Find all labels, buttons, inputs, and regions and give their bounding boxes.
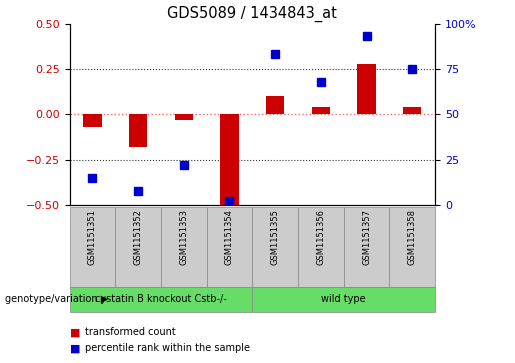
Bar [129,114,147,147]
Text: ■: ■ [70,343,80,354]
Bar [266,96,284,114]
Bar [312,107,330,114]
Text: ■: ■ [70,327,80,337]
Title: GDS5089 / 1434843_at: GDS5089 / 1434843_at [167,6,337,22]
Text: GSM1151358: GSM1151358 [408,209,417,265]
Text: transformed count: transformed count [85,327,176,337]
Text: GSM1151357: GSM1151357 [362,209,371,265]
Text: wild type: wild type [321,294,366,305]
Text: genotype/variation ▶: genotype/variation ▶ [5,294,108,305]
Bar [220,114,238,205]
Text: GSM1151351: GSM1151351 [88,209,97,265]
Bar [83,114,101,127]
Text: percentile rank within the sample: percentile rank within the sample [85,343,250,354]
Text: GSM1151354: GSM1151354 [225,209,234,265]
Text: GSM1151356: GSM1151356 [316,209,325,265]
Text: GSM1151355: GSM1151355 [271,209,280,265]
Text: GSM1151352: GSM1151352 [133,209,143,265]
Bar [357,64,376,114]
Text: cystatin B knockout Cstb-/-: cystatin B knockout Cstb-/- [95,294,227,305]
Bar [175,114,193,120]
Bar [403,107,421,114]
Text: GSM1151353: GSM1151353 [179,209,188,265]
